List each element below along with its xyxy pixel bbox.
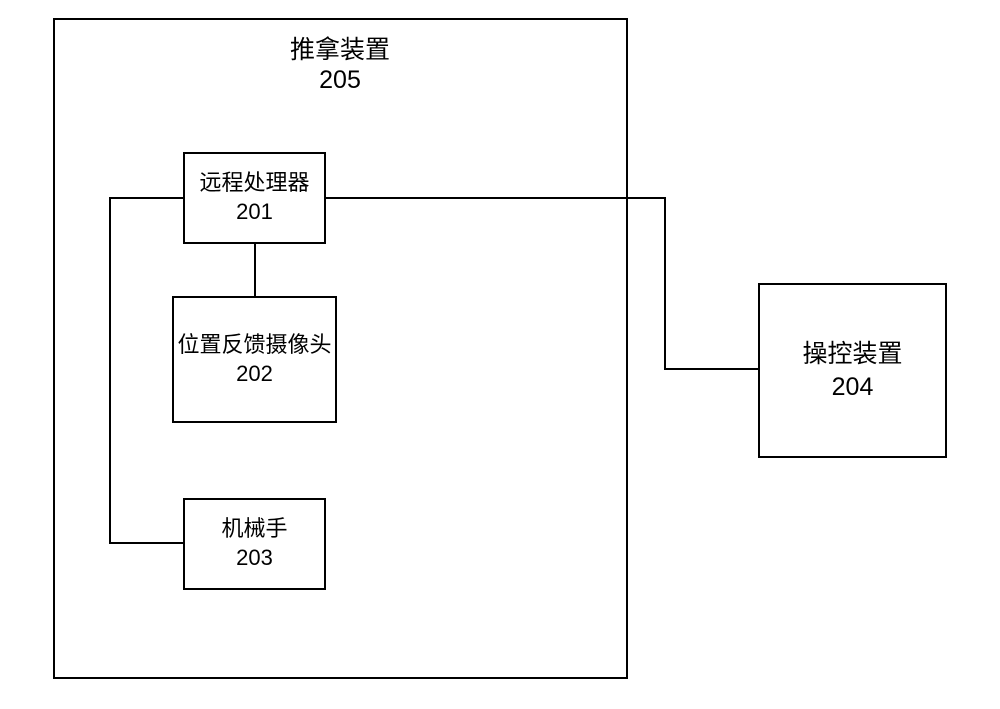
node-manipulator: 机械手 203 [183, 498, 326, 590]
edge-processor-to-control-seg1 [326, 197, 664, 199]
node-number: 202 [236, 360, 273, 389]
node-label: 位置反馈摄像头 [177, 331, 331, 360]
edge-processor-to-manipulator-seg3 [109, 542, 183, 544]
edge-processor-to-camera [254, 244, 256, 296]
outer-container-box [53, 18, 628, 679]
node-number: 203 [236, 544, 273, 573]
node-number: 204 [832, 371, 874, 404]
edge-processor-to-control-seg2 [664, 197, 666, 370]
edge-processor-to-manipulator-seg2 [109, 197, 111, 544]
node-label: 远程处理器 [199, 169, 309, 198]
node-remote-processor: 远程处理器 201 [183, 152, 326, 244]
edge-processor-to-manipulator-seg1 [109, 197, 183, 199]
edge-processor-to-control-seg3 [664, 368, 758, 370]
node-label: 操控装置 [802, 338, 902, 371]
node-control-device: 操控装置 204 [758, 283, 947, 458]
outer-container-title: 推拿装置 205 [220, 30, 460, 95]
node-number: 201 [236, 198, 273, 227]
node-position-camera: 位置反馈摄像头 202 [172, 296, 337, 423]
outer-container-number: 205 [220, 66, 460, 95]
node-label: 机械手 [221, 515, 287, 544]
block-diagram: 推拿装置 205 远程处理器 201 位置反馈摄像头 202 机械手 203 操… [0, 0, 1000, 709]
outer-container-label: 推拿装置 [220, 30, 460, 66]
